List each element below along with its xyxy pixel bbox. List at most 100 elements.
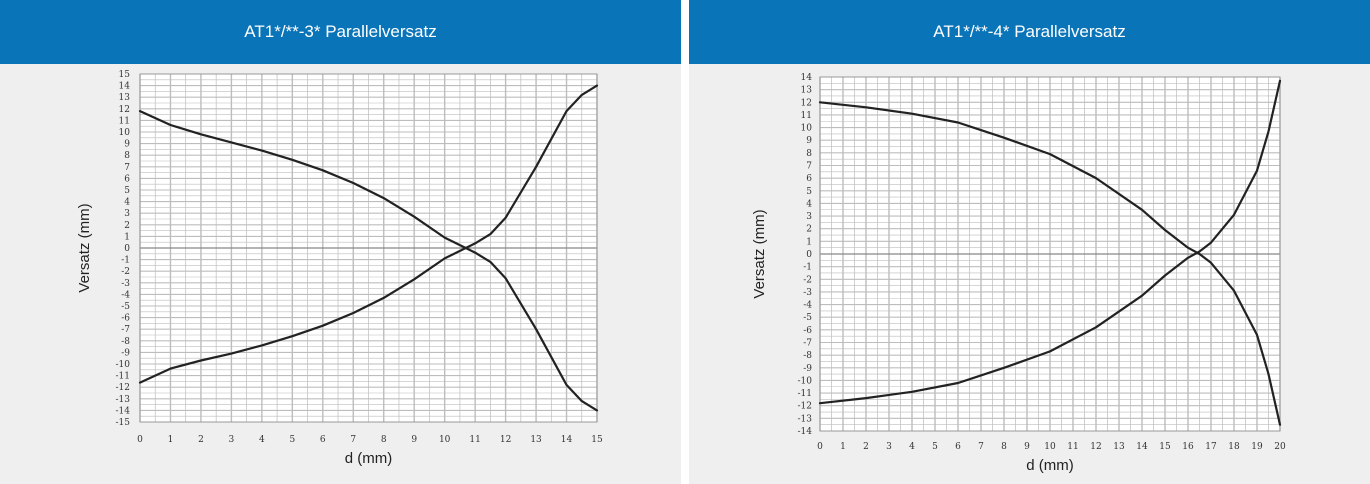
series-line: [138, 109, 599, 412]
series-line: [818, 101, 1282, 426]
x-tick-label: 18: [1228, 442, 1240, 452]
y-tick-label: 13: [119, 93, 131, 103]
x-tick-label: 3: [886, 442, 892, 452]
x-tick-label: 11: [469, 435, 480, 445]
y-tick-label: -13: [116, 395, 131, 405]
x-tick-label: 1: [840, 442, 846, 452]
x-tick-label: 4: [909, 442, 915, 452]
x-tick-label: 4: [259, 435, 265, 445]
x-tick-label: 5: [932, 442, 938, 452]
y-tick-label: -7: [121, 325, 130, 335]
y-tick-label: 0: [124, 244, 130, 254]
y-tick-label: 1: [806, 237, 812, 247]
y-tick-label: 11: [801, 111, 812, 121]
y-tick-label: 9: [124, 140, 130, 150]
y-tick-label: -4: [803, 301, 812, 311]
chart-svg: 0 1 2 3 4 5 6 7 8 9 10 11 12 13 14 15151413121110987654…: [76, 70, 603, 467]
y-tick-label: -6: [121, 314, 130, 324]
x-tick-label: 12: [500, 435, 511, 445]
x-tick-label: 5: [289, 435, 295, 445]
x-tick-label: 8: [1001, 442, 1007, 452]
y-axis-title: Versatz (mm): [751, 209, 768, 298]
y-tick-label: 1: [124, 232, 130, 242]
y-tick-label: -11: [798, 389, 813, 399]
x-tick-label: 9: [411, 435, 417, 445]
y-tick-label: -12: [116, 383, 131, 393]
y-tick-label: 4: [124, 198, 130, 208]
y-tick-label: -8: [121, 337, 130, 347]
series-line: [138, 84, 599, 384]
x-tick-label: 13: [530, 435, 542, 445]
plot-frame: [139, 73, 598, 423]
y-tick-label: 3: [806, 212, 812, 222]
y-axis-title: Versatz (mm): [76, 203, 93, 292]
x-tick-label: 12: [1090, 442, 1101, 452]
y-tick-label: 6: [806, 174, 812, 184]
x-tick-label: 1: [168, 435, 174, 445]
y-tick-label: -12: [798, 402, 813, 412]
y-tick-label: 3: [124, 209, 130, 219]
x-tick-label: 11: [1067, 442, 1078, 452]
y-tick-label: -9: [121, 348, 130, 358]
x-tick-label: 10: [439, 435, 451, 445]
x-tick-label: 2: [863, 442, 869, 452]
y-tick-label: -2: [121, 267, 130, 277]
y-tick-label: 14: [801, 73, 813, 83]
x-tick-label: 3: [229, 435, 235, 445]
x-tick-label: 14: [561, 435, 573, 445]
y-tick-label: -3: [803, 288, 812, 298]
x-axis-title: d (mm): [1026, 457, 1074, 474]
y-tick-label: -3: [121, 279, 130, 289]
x-tick-label: 20: [1274, 442, 1286, 452]
y-tick-label: 0: [806, 250, 812, 260]
x-tick-label: 6: [320, 435, 326, 445]
y-tick-label: -10: [116, 360, 131, 370]
y-tick-label: -14: [798, 427, 813, 437]
y-tick-label: 6: [124, 174, 130, 184]
series-line: [818, 79, 1282, 405]
y-tick-label: 13: [801, 86, 813, 96]
y-tick-label: -11: [116, 372, 131, 382]
x-tick-label: 13: [1113, 442, 1125, 452]
y-tick-label: -15: [116, 418, 131, 428]
x-tick-label: 7: [350, 435, 356, 445]
y-tick-label: -1: [803, 263, 812, 273]
y-tick-label: -13: [798, 414, 813, 424]
y-tick-label: 5: [124, 186, 130, 196]
y-tick-label: 15: [119, 70, 131, 80]
y-tick-label: -14: [116, 406, 131, 416]
x-tick-label: 15: [1159, 442, 1171, 452]
y-tick-label: 7: [806, 162, 812, 172]
x-tick-label: 15: [591, 435, 603, 445]
y-tick-label: 10: [801, 124, 813, 134]
y-tick-label: 5: [806, 187, 812, 197]
y-tick-label: -8: [803, 351, 812, 361]
x-tick-label: 16: [1182, 442, 1194, 452]
plot-frame: [819, 76, 1281, 432]
x-tick-label: 2: [198, 435, 204, 445]
y-tick-label: -5: [121, 302, 130, 312]
x-tick-label: 0: [137, 435, 143, 445]
x-tick-label: 10: [1044, 442, 1056, 452]
y-tick-label: 8: [806, 149, 812, 159]
y-tick-label: -1: [121, 256, 130, 266]
x-tick-label: 17: [1205, 442, 1217, 452]
y-tick-label: 12: [801, 98, 812, 108]
chart-panel-right: AT1*/**-4* Parallelversatz 0 1 2 3 4 5 6 7 8 9 10 1…: [689, 0, 1370, 484]
y-tick-label: 7: [124, 163, 130, 173]
x-tick-label: 19: [1251, 442, 1263, 452]
chart-title: AT1*/**-4* Parallelversatz: [689, 0, 1370, 64]
x-tick-label: 9: [1024, 442, 1030, 452]
y-tick-label: 2: [124, 221, 130, 231]
y-tick-label: 12: [119, 105, 130, 115]
x-tick-label: 0: [817, 442, 823, 452]
x-axis-title: d (mm): [345, 450, 393, 467]
y-tick-label: -4: [121, 290, 130, 300]
y-tick-label: 8: [124, 151, 130, 161]
y-tick-label: -7: [803, 339, 812, 349]
y-tick-label: 14: [119, 82, 131, 92]
x-tick-label: 14: [1136, 442, 1148, 452]
x-tick-label: 6: [955, 442, 961, 452]
chart-panel-left: AT1*/**-3* Parallelversatz 0 1 2 3 4 5 6 7 8 9 10 1…: [0, 0, 681, 484]
chart-svg: 0 1 2 3 4 5 6 7 8 9 10 11 12 13 14 15 16 17 18 19 2014131211…: [751, 73, 1286, 474]
